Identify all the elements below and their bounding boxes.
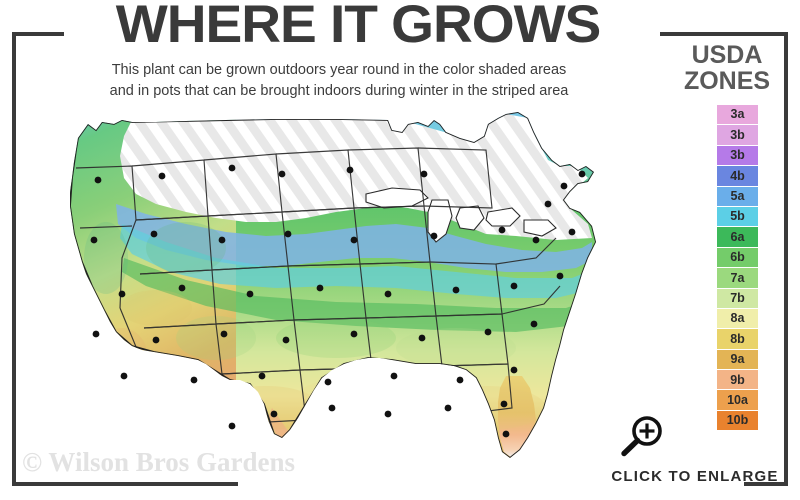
legend-swatch-7a[interactable]: 7a (717, 268, 758, 289)
legend-swatch-label: 9b (730, 372, 745, 387)
legend-swatch-label: 6b (730, 250, 745, 265)
legend-title: USDA ZONES (668, 42, 786, 94)
legend-swatch-label: 8b (730, 331, 745, 346)
watermark: © Wilson Bros Gardens (22, 447, 295, 477)
legend-swatch-6b[interactable]: 6b (717, 247, 758, 269)
city-dots (90, 164, 586, 438)
legend-swatch-label: 3b (730, 127, 745, 142)
legend-swatch-5b[interactable]: 5b (717, 206, 758, 228)
legend-swatch-3a[interactable]: 3a (717, 105, 758, 126)
magnifier-plus-icon[interactable] (618, 415, 666, 459)
legend-swatch-10b[interactable]: 10b (717, 410, 758, 432)
legend-swatch-label: 10a (727, 392, 748, 407)
legend-swatch-3b-1[interactable]: 3b (717, 125, 758, 146)
subtitle-line-1: This plant can be grown outdoors year ro… (111, 62, 567, 78)
legend-swatch-label: 7a (730, 270, 745, 285)
legend-swatch-label: 3b (730, 148, 745, 163)
legend-swatch-8a[interactable]: 8a (717, 308, 758, 330)
frame-bottom-left-segment (12, 482, 238, 486)
frame-right-edge (784, 32, 788, 486)
usda-hardiness-map[interactable] (36, 108, 656, 468)
legend-swatch-label: 5a (730, 189, 745, 203)
subtitle: This plant can be grown outdoors year ro… (34, 60, 644, 102)
legend-swatch-5a[interactable]: 5a (717, 186, 758, 207)
great-lakes (365, 187, 557, 243)
legend-swatch-label: 5b (730, 209, 745, 224)
frame-left-edge (12, 32, 16, 486)
click-to-enlarge-label[interactable]: CLICK TO ENLARGE (611, 468, 779, 485)
legend-swatch-label: 4b (730, 168, 745, 183)
legend-swatch-label: 10b (726, 413, 749, 428)
legend-title-line-2: ZONES (683, 67, 771, 95)
legend-swatch-8b[interactable]: 8b (717, 329, 758, 350)
legend-swatch-column: 3a 3b 3b 4b 5a 5b 6a 6b 7a 7b 8a 8b 9a 9b 10a 10b (717, 105, 758, 432)
legend-swatch-label: 6a (730, 229, 745, 244)
legend-swatch-label: 8a (730, 311, 745, 326)
legend-swatch-9a[interactable]: 9a (717, 349, 758, 371)
legend-swatch-6a[interactable]: 6a (717, 227, 758, 248)
legend-swatch-label: 3a (730, 107, 745, 122)
map-fill-layer (70, 112, 596, 458)
frame-top-right-segment (660, 32, 788, 36)
legend-swatch-10a[interactable]: 10a (717, 390, 758, 411)
legend-swatch-4b[interactable]: 4b (717, 166, 758, 187)
frame-top-left-segment (12, 32, 64, 36)
legend-title-line-1: USDA (691, 41, 763, 69)
page-title: WHERE IT GROWS (115, 0, 602, 54)
legend-swatch-7b[interactable]: 7b (717, 288, 758, 309)
legend-swatch-3b-2[interactable]: 3b (717, 145, 758, 167)
subtitle-line-2: and in pots that can be brought indoors … (109, 83, 569, 99)
frame-bottom-right-segment (744, 482, 788, 486)
legend-swatch-9b[interactable]: 9b (717, 370, 758, 391)
legend-swatch-label: 7b (730, 290, 745, 305)
legend-swatch-label: 9a (730, 352, 745, 367)
